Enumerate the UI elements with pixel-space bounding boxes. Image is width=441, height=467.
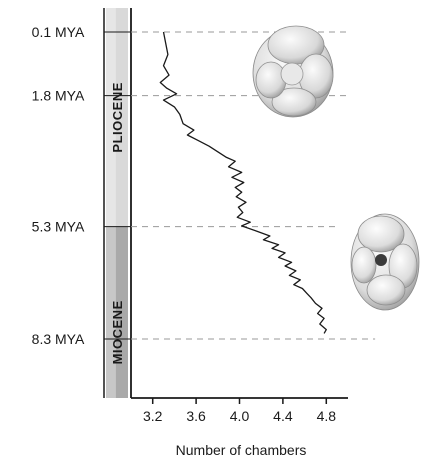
x-tick-label: 3.2: [143, 408, 163, 424]
x-tick-label: 4.8: [317, 408, 337, 424]
epoch-label-miocene: MIOCENE: [110, 300, 125, 364]
epoch-segment-pliocene: [106, 8, 128, 227]
x-tick-label: 4.4: [273, 408, 293, 424]
time-markers: 0.1 MYA 1.8 MYA 5.3 MYA 8.3 MYA: [32, 24, 376, 347]
x-axis-label: Number of chambers: [176, 442, 307, 458]
marker-label: 5.3 MYA: [32, 219, 85, 235]
series: [159, 31, 327, 334]
marker-label: 1.8 MYA: [32, 88, 85, 104]
foraminifera-shell-upper: [252, 25, 334, 118]
epoch-band: PLIOCENE MIOCENE: [106, 8, 128, 398]
x-tick-label: 4.0: [230, 408, 250, 424]
foraminifera-shell-lower: [350, 213, 420, 311]
epoch-segment-miocene: [106, 226, 128, 398]
series-line-0: [159, 31, 327, 334]
x-tick-label: 3.6: [186, 408, 206, 424]
epoch-label-pliocene: PLIOCENE: [110, 82, 125, 152]
marker-label: 0.1 MYA: [32, 24, 85, 40]
epoch-highlight-miocene: [106, 226, 116, 398]
marker-label: 8.3 MYA: [32, 331, 85, 347]
epoch-highlight-pliocene: [106, 8, 116, 227]
x-ticks: 3.2 3.6 4.0 4.4 4.8: [143, 398, 336, 424]
